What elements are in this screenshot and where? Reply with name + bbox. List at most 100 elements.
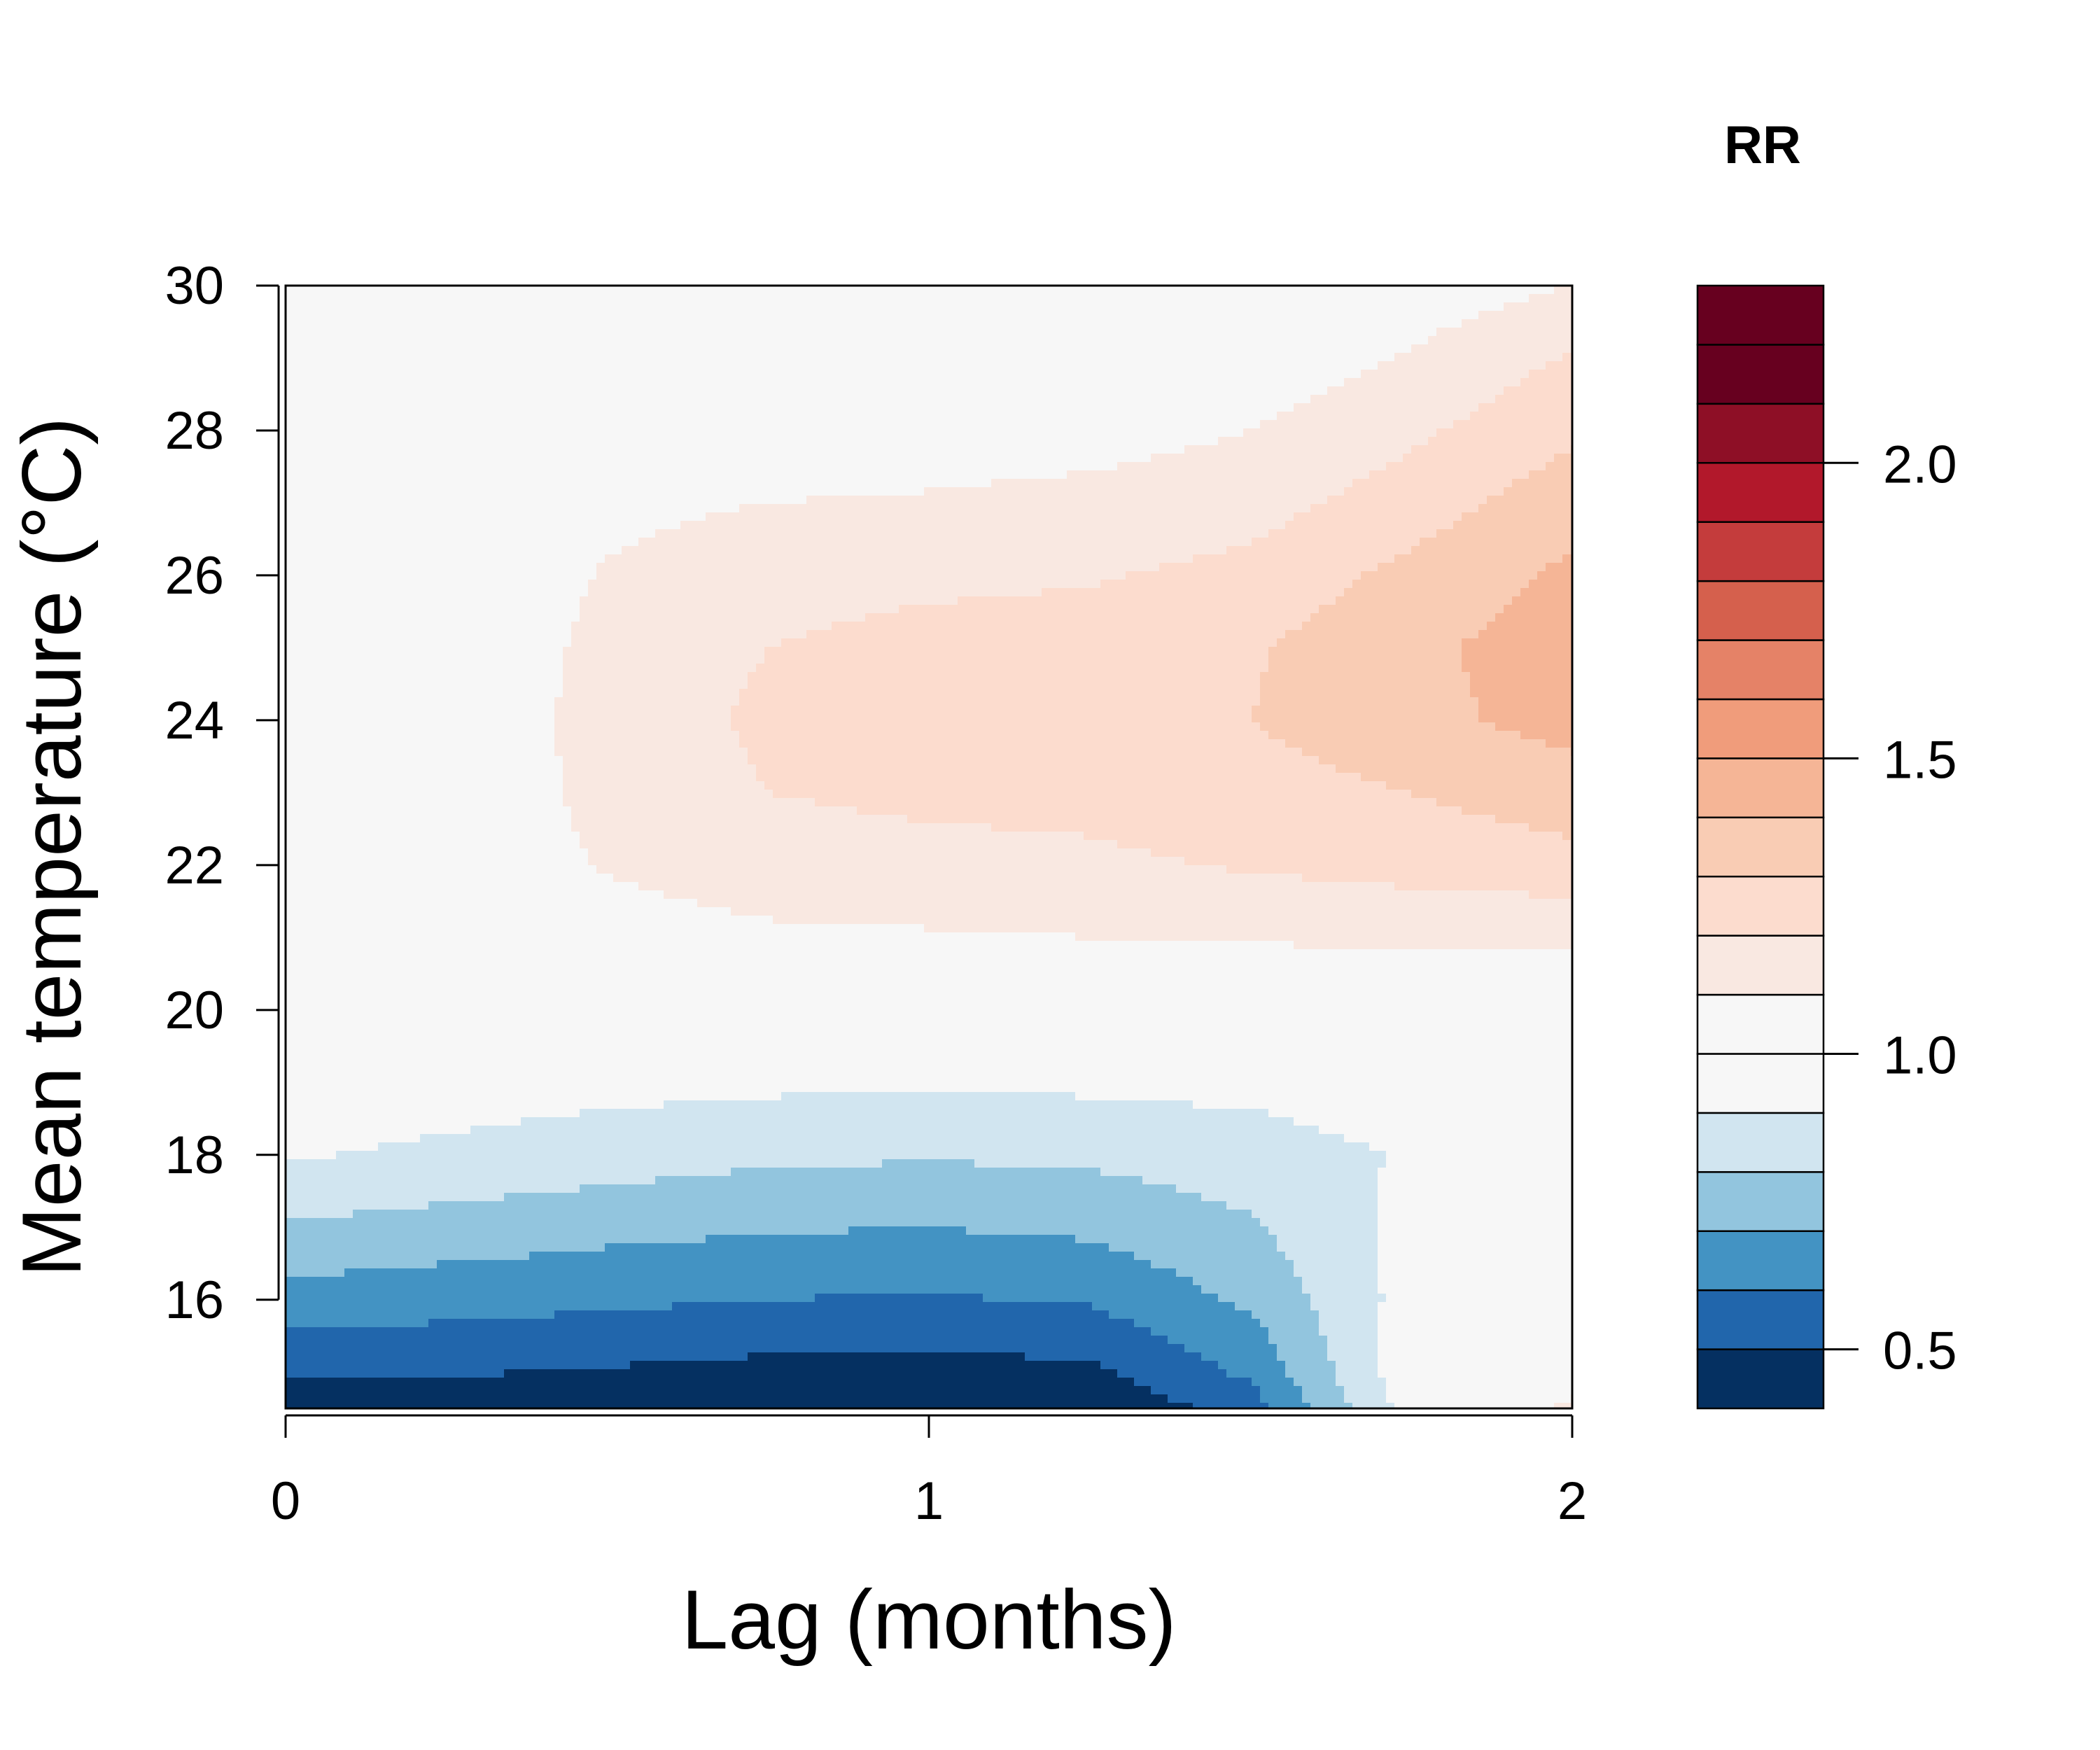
heatmap-cell [697,336,706,345]
heatmap-cell [1193,336,1202,345]
heatmap-cell [437,319,446,328]
heatmap-cell [596,353,606,362]
heatmap-cell [958,470,967,479]
heatmap-cell [815,521,824,530]
heatmap-cell [647,311,656,320]
heatmap-cell [991,479,1000,488]
heatmap-cell [1403,470,1412,479]
heatmap-cell [319,302,328,312]
heatmap-cell [664,420,673,429]
heatmap-cell [865,395,874,404]
heatmap-cell [504,395,513,404]
heatmap-cell [890,420,899,429]
heatmap-cell [336,546,345,555]
heatmap-cell [286,521,295,530]
heatmap-cell [1210,286,1219,295]
heatmap-cell [521,311,530,320]
heatmap-cell [1184,538,1194,547]
heatmap-cell [1117,336,1126,345]
heatmap-cell [1344,336,1353,345]
heatmap-cell [991,496,1000,505]
heatmap-cell [680,344,690,354]
heatmap-cell [1436,403,1446,412]
heatmap-cell [1058,479,1068,488]
heatmap-cell [1067,538,1076,547]
heatmap-cell [1537,311,1546,320]
heatmap-cell [899,496,908,505]
heatmap-cell [596,504,606,513]
heatmap-cell [1411,336,1420,345]
heatmap-cell [1512,470,1521,479]
heatmap-cell [680,437,690,446]
heatmap-cell [1462,344,1471,354]
heatmap-cell [1159,529,1168,538]
heatmap-cell [294,395,303,404]
heatmap-cell [1470,479,1479,488]
heatmap-cell [462,311,471,320]
heatmap-cell [1126,286,1135,295]
heatmap-cell [932,521,941,530]
heatmap-cell [1092,454,1101,463]
heatmap-cell [386,487,396,496]
heatmap-cell [1008,353,1017,362]
heatmap-cell [1075,286,1084,295]
heatmap-cell [302,554,312,564]
heatmap-cell [554,294,564,303]
heatmap-cell [1361,286,1370,295]
heatmap-cell [857,504,866,513]
heatmap-cell [311,412,320,421]
heatmap-cell [1268,403,1278,412]
heatmap-cell [1445,512,1454,522]
heatmap-cell [1184,336,1194,345]
heatmap-cell [1537,487,1546,496]
heatmap-cell [521,437,530,446]
heatmap-cell [1504,344,1513,354]
heatmap-cell [1033,420,1042,429]
heatmap-cell [1386,311,1395,320]
heatmap-cell [815,328,824,337]
heatmap-cell [983,403,992,412]
heatmap-cell [1403,370,1412,379]
heatmap-cell [613,512,622,522]
heatmap-cell [1075,302,1084,312]
heatmap-cell [706,470,715,479]
heatmap-cell [445,395,454,404]
heatmap-cell [882,386,891,396]
heatmap-cell [647,538,656,547]
heatmap-cell [588,344,597,354]
heatmap-cell [1352,286,1362,295]
heatmap-cell [395,521,404,530]
heatmap-cell [462,286,471,295]
heatmap-cell [605,521,614,530]
heatmap-cell [1369,302,1378,312]
heatmap-cell [1361,353,1370,362]
heatmap-cell [1201,496,1210,505]
heatmap-cell [1033,521,1042,530]
heatmap-cell [1562,302,1572,312]
heatmap-cell [1126,311,1135,320]
heatmap-cell [630,344,639,354]
heatmap-cell [706,554,715,564]
heatmap-cell [1285,403,1294,412]
heatmap-cell [378,378,387,387]
heatmap-cell [932,504,941,513]
heatmap-cell [1453,470,1462,479]
heatmap-cell [790,311,799,320]
heatmap-cell [1075,437,1084,446]
heatmap-cell [496,378,505,387]
heatmap-cell [571,328,580,337]
heatmap-cell [1260,302,1269,312]
heatmap-cell [605,294,614,303]
heatmap-cell [1042,311,1051,320]
heatmap-cell [588,445,597,454]
heatmap-cell [907,353,916,362]
heatmap-cell [1445,361,1454,370]
heatmap-cell [437,403,446,412]
heatmap-cell [924,412,933,421]
heatmap-cell [647,403,656,412]
heatmap-cell [1100,470,1110,479]
heatmap-cell [496,445,505,454]
heatmap-cell [344,470,354,479]
heatmap-cell [1000,311,1009,320]
heatmap-cell [916,512,925,522]
